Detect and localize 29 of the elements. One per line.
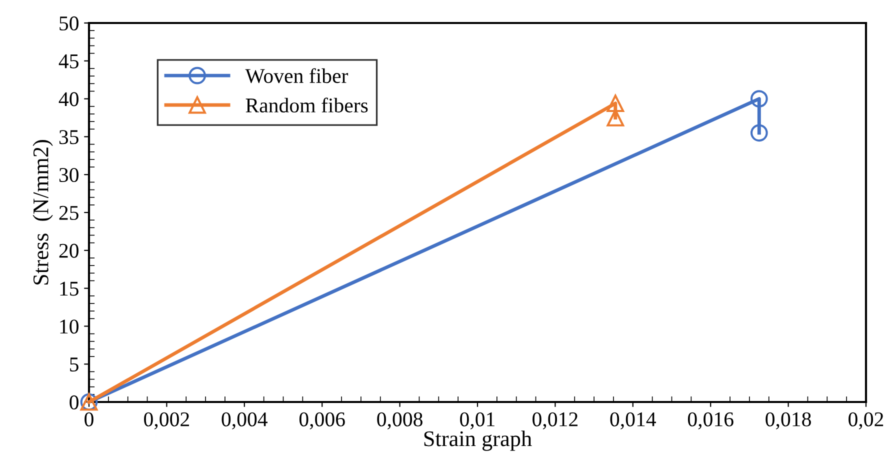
x-tick-label: 0,004 xyxy=(222,412,268,430)
y-axis-title: Stress (N/mm2) xyxy=(32,140,53,284)
y-tick-label: 5 xyxy=(70,358,78,372)
x-tick-label: 0,014 xyxy=(610,412,656,430)
x-tick-label: 0 xyxy=(84,412,94,426)
y-tick-label: 10 xyxy=(60,320,78,334)
x-tick-label: 0,006 xyxy=(299,412,345,430)
y-tick-label: 20 xyxy=(59,244,78,258)
x-tick-label: 0,008 xyxy=(377,412,422,430)
x-tick-label: 0,02 xyxy=(848,412,884,430)
y-tick-label: 45 xyxy=(58,54,78,68)
point xyxy=(606,94,624,112)
point xyxy=(750,124,768,142)
point xyxy=(750,90,768,108)
x-axis-title: Strain graph xyxy=(424,430,532,451)
x-tick-label: 0,002 xyxy=(144,412,189,430)
y-tick-label: 35 xyxy=(59,130,78,144)
y-tick-label: 0 xyxy=(70,395,78,410)
y-tick-label: 40 xyxy=(58,92,78,106)
y-tick-label: 30 xyxy=(59,168,78,182)
x-tick-label: 0,016 xyxy=(688,412,734,430)
x-tick-label: 0,01 xyxy=(460,412,494,430)
y-tick-label: 50 xyxy=(60,16,78,30)
legend-label: Random fibers xyxy=(246,98,368,113)
legend-label: Woven fiber xyxy=(245,68,348,84)
y-tick-label: 15 xyxy=(60,282,78,296)
x-tick-label: 0,018 xyxy=(766,412,811,430)
x-tick-label: 0,012 xyxy=(532,412,578,430)
y-tick-label: 25 xyxy=(59,206,78,220)
